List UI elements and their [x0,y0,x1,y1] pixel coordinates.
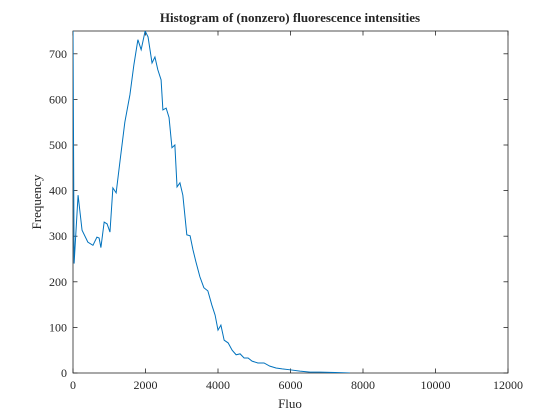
x-axis-label: Fluo [278,396,302,411]
y-tick-label: 600 [49,92,67,106]
y-axis-label: Frequency [29,174,44,229]
chart-title: Histogram of (nonzero) fluorescence inte… [160,10,420,25]
y-tick-label: 200 [49,275,67,289]
x-tick-label: 8000 [351,378,375,392]
axes-box [72,30,509,374]
y-tick-label: 300 [49,229,67,243]
x-tick-label: 0 [70,378,76,392]
x-tick-label: 6000 [279,378,303,392]
y-tick-label: 0 [61,366,67,380]
data-line [73,31,350,373]
x-tick-label: 4000 [206,378,230,392]
y-tick-label: 500 [49,138,67,152]
y-tick-label: 100 [49,320,67,334]
x-tick-label: 12000 [493,378,523,392]
y-tick-label: 700 [49,47,67,61]
x-tick-label: 2000 [134,378,158,392]
x-tick-label: 10000 [421,378,451,392]
y-tick-label: 400 [49,184,67,198]
